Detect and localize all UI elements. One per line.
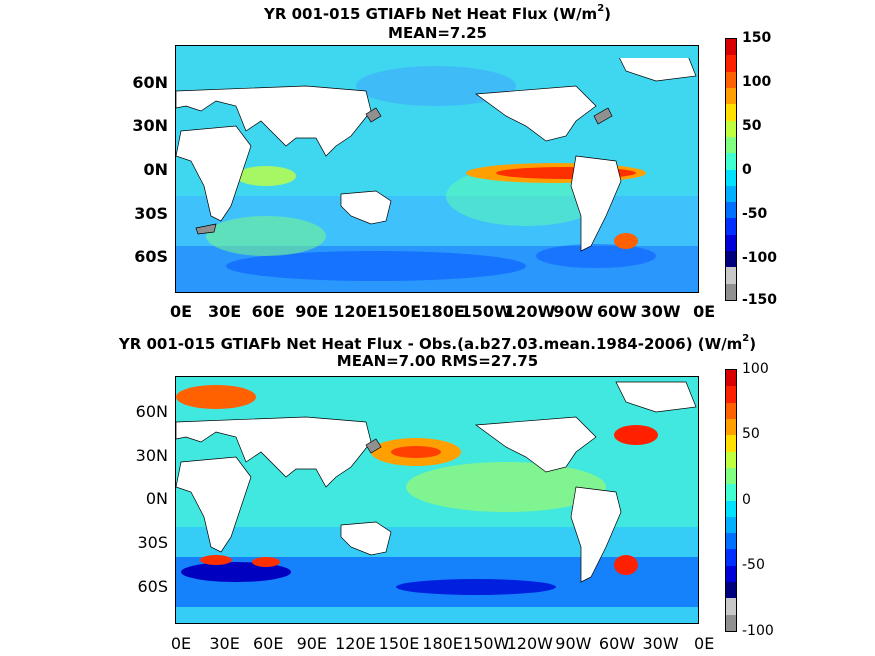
panel1-cbar-tick: -50: [742, 206, 768, 222]
panel1-lon-label: 90W: [553, 302, 594, 321]
panel2-lon-label: 120W: [506, 634, 553, 653]
colorbar-segment: [726, 402, 736, 419]
colorbar-segment: [726, 500, 736, 517]
panel2-cbar-tick: 100: [742, 361, 769, 377]
colorbar-segment: [726, 418, 736, 436]
colorbar-segment: [726, 614, 736, 631]
panel2-map-svg: [176, 377, 698, 623]
panel2-lon-label: 90E: [296, 634, 328, 653]
colorbar-segment: [726, 516, 736, 534]
panel1-cbar-tick: -150: [742, 292, 778, 308]
panel1-cbar-tick: 0: [742, 162, 752, 178]
colorbar-segment: [726, 267, 736, 284]
panel2-lon-label: 150E: [378, 634, 420, 653]
panel2-lon-label: 120E: [335, 634, 376, 653]
panel2-lat-30n: 30N: [135, 446, 168, 465]
panel1-lon-label: 150E: [376, 302, 422, 321]
colorbar-segment: [726, 87, 736, 105]
colorbar-segment: [726, 467, 736, 485]
panel2-lat-0n: 0N: [145, 489, 168, 508]
colorbar-segment: [726, 251, 736, 268]
panel2-lon-label: 150W: [463, 634, 510, 653]
panel2-lon-label: 180E: [422, 634, 463, 653]
panel1-lon-label: 0E: [169, 302, 193, 321]
panel1-lon-label: 90E: [295, 302, 329, 321]
panel2-title: YR 001-015 GTIAFb Net Heat Flux - Obs.(a…: [0, 332, 875, 353]
panel2-title-sup: 2: [742, 333, 750, 344]
colorbar-segment: [726, 565, 736, 583]
panel1-map-svg: [176, 46, 698, 292]
colorbar-segment: [726, 386, 736, 403]
panel1-colorbar: [725, 38, 737, 301]
colorbar-segment: [726, 136, 736, 154]
colorbar-segment: [726, 169, 736, 186]
colorbar-segment: [726, 202, 736, 219]
panel2-cbar-tick: -50: [742, 557, 765, 573]
panel1-cbar-tick: 100: [742, 74, 772, 90]
panel1-lat-60s: 60S: [134, 247, 168, 266]
panel1-lon-label: 180E: [420, 302, 465, 321]
panel2-map: [175, 376, 699, 624]
panel2-lon-label: 0E: [170, 634, 192, 653]
panel2-lon-label: 90W: [555, 634, 592, 653]
panel1-lon-label: 120E: [333, 302, 378, 321]
panel1-lon-label: 60W: [597, 302, 637, 321]
panel2-lon-label: 60W: [598, 634, 636, 653]
colorbar-segment: [726, 283, 736, 300]
panel1-title-sup: 2: [597, 3, 605, 14]
panel2-title-text: YR 001-015 GTIAFb Net Heat Flux - Obs.(a…: [118, 335, 743, 353]
panel1-lon-label: 30E: [207, 302, 242, 321]
panel2-lon-label: 30W: [642, 634, 679, 653]
colorbar-segment: [726, 549, 736, 566]
colorbar-segment: [726, 484, 736, 501]
panel1-lon-label: 150W: [460, 302, 512, 321]
panel2-lon-label: 60E: [252, 634, 284, 653]
panel2-cbar-tick: 50: [742, 426, 760, 442]
panel1-cbar-tick: -100: [742, 250, 778, 266]
colorbar-segment: [726, 533, 736, 550]
panel1-lon-label: 120W: [504, 302, 556, 321]
colorbar-segment: [726, 71, 736, 88]
panel1-title-close: ): [604, 5, 612, 23]
colorbar-segment: [726, 234, 736, 252]
colorbar-segment: [726, 185, 736, 203]
panel1-lat-30s: 30S: [134, 204, 168, 223]
panel1-lon-label: 30W: [640, 302, 681, 321]
panel1-lat-30n: 30N: [132, 116, 168, 135]
panel1-cbar-tick: 150: [742, 30, 772, 46]
panel1-lon-label: 0E: [693, 302, 716, 321]
colorbar-segment: [726, 218, 736, 235]
panel1-title: YR 001-015 GTIAFb Net Heat Flux (W/m2): [0, 2, 875, 23]
panel2-lon-label: 30E: [209, 634, 240, 653]
colorbar-segment: [726, 598, 736, 615]
panel2-cbar-tick: 0: [742, 492, 751, 508]
colorbar-segment: [726, 153, 736, 170]
panel2-lat-60s: 60S: [137, 577, 168, 596]
panel1-lat-0n: 0N: [143, 160, 168, 179]
panel1-map: [175, 45, 699, 293]
colorbar-segment: [726, 55, 736, 72]
colorbar-segment: [726, 370, 736, 387]
colorbar-segment: [726, 104, 736, 121]
panel1-cbar-tick: 50: [742, 118, 762, 134]
panel2-title-close: ): [749, 335, 757, 353]
panel2-lat-60n: 60N: [135, 402, 168, 421]
panel2-lon-label: 0E: [694, 634, 715, 653]
panel1-lat-60n: 60N: [132, 73, 168, 92]
panel2-colorbar: [725, 369, 737, 632]
panel1-mean: MEAN=7.25: [388, 24, 487, 42]
panel2-lat-30s: 30S: [137, 533, 168, 552]
colorbar-segment: [726, 582, 736, 599]
panel2-stats: MEAN=7.00 RMS=27.75: [336, 352, 539, 370]
colorbar-segment: [726, 435, 736, 452]
panel1-lon-label: 60E: [251, 302, 285, 321]
panel1-title-text: YR 001-015 GTIAFb Net Heat Flux (W/m: [263, 5, 598, 23]
colorbar-segment: [726, 451, 736, 468]
colorbar-segment: [726, 120, 736, 137]
panel2-cbar-tick: -100: [742, 623, 774, 639]
colorbar-segment: [726, 39, 736, 56]
